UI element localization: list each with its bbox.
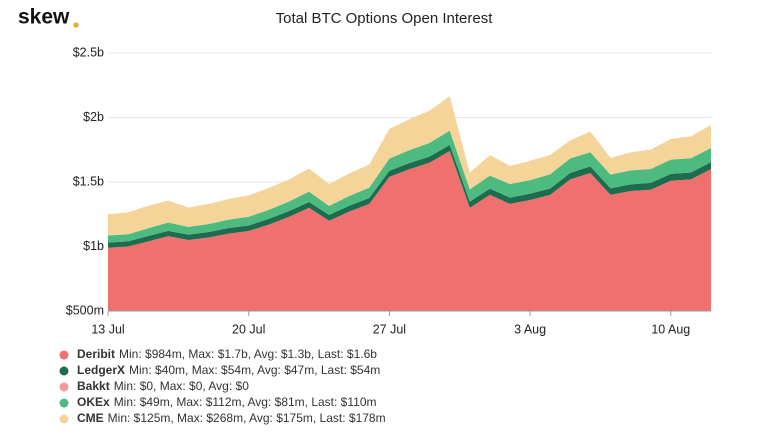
x-tick-label: 10 Aug: [651, 322, 690, 336]
x-tick-label: 3 Aug: [514, 322, 546, 336]
x-tick-label: 13 Jul: [91, 322, 124, 336]
area: [108, 130, 711, 243]
legend-marker: [59, 414, 69, 424]
legend-marker: [59, 366, 69, 376]
area: [108, 96, 711, 236]
legend-stats: Min: $125m, Max: $268m, Avg: $175m, Last…: [108, 411, 386, 425]
x-tick-label: 20 Jul: [232, 322, 265, 336]
chart-title: Total BTC Options Open Interest: [276, 10, 494, 27]
legend-entry: OKEx Min: $49m, Max: $112m, Avg: $81m, La…: [77, 395, 377, 409]
area: [108, 151, 711, 311]
y-tick-label: $500m: [66, 303, 104, 317]
legend-stats: Min: $49m, Max: $112m, Avg: $81m, Last: …: [114, 395, 377, 409]
y-tick-label: $1b: [83, 239, 104, 253]
legend-entry: Deribit Min: $984m, Max: $1.7b, Avg: $1.3…: [77, 347, 377, 361]
legend-name: OKEx: [77, 395, 110, 409]
legend-marker: [59, 382, 69, 392]
legend-stats: Min: $0, Max: $0, Avg: $0: [114, 379, 250, 393]
legend-entry: Bakkt Min: $0, Max: $0, Avg: $0: [77, 379, 249, 393]
legend-entry: LedgerX Min: $40m, Max: $54m, Avg: $47m, …: [77, 363, 380, 377]
legend-entry: CME Min: $125m, Max: $268m, Avg: $175m, L…: [77, 411, 386, 425]
legend-stats: Min: $984m, Max: $1.7b, Avg: $1.3b, Last…: [119, 347, 377, 361]
y-tick-label: $2b: [83, 110, 104, 124]
x-tick-label: 27 Jul: [373, 322, 406, 336]
legend-marker: [59, 398, 69, 408]
legend-name: CME: [77, 411, 104, 425]
legend-stats: Min: $40m, Max: $54m, Avg: $47m, Last: $…: [129, 363, 380, 377]
y-tick-label: $1.5b: [73, 174, 104, 188]
legend-name: Bakkt: [77, 379, 110, 393]
y-tick-label: $2.5b: [73, 45, 104, 59]
logo: skew: [18, 6, 70, 29]
area: [108, 144, 711, 248]
logo-dot: [73, 22, 79, 28]
legend-marker: [59, 350, 69, 360]
legend-name: Deribit: [77, 347, 115, 361]
legend-name: LedgerX: [77, 363, 125, 377]
